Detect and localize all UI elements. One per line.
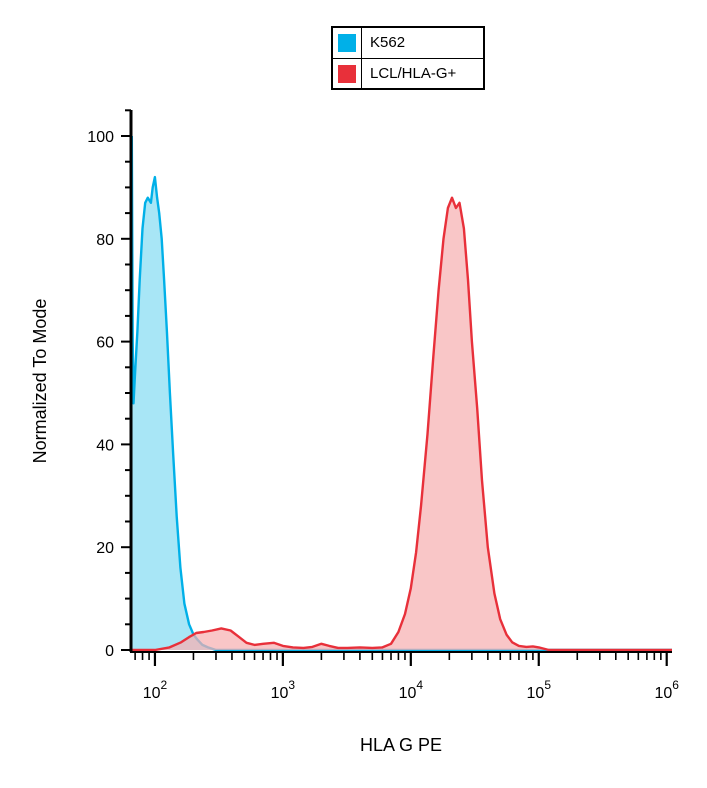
x-tick-label: 106 [654, 678, 679, 702]
area-fill-k562 [131, 136, 673, 650]
legend: K562 LCL/HLA-G+ [331, 26, 485, 90]
y-tick-label: 100 [87, 129, 114, 146]
legend-swatch-k562 [338, 34, 356, 52]
legend-swatch-lcl-hla-g [338, 65, 356, 83]
legend-label-lcl-hla-g: LCL/HLA-G+ [370, 65, 457, 82]
legend-divider [361, 28, 362, 58]
histogram-areas [130, 135, 673, 652]
x-tick-label: 103 [271, 678, 296, 702]
axes [129, 110, 672, 653]
area-fill-lcl-hla-g [131, 197, 673, 650]
y-tick-label: 0 [105, 643, 114, 660]
y-tick-label: 20 [96, 540, 114, 557]
x-tick-label: 105 [527, 678, 552, 702]
series-line-lcl-hla-g [131, 196, 672, 652]
y-tick-label: 60 [96, 335, 114, 352]
y-tick-label: 40 [96, 437, 114, 454]
y-axis-title: Normalized To Mode [30, 299, 50, 464]
legend-divider [361, 59, 362, 89]
y-tick-label: 80 [96, 232, 114, 249]
axis-ticks: 0 20 40 60 80 100 102 103 104 105 106 [87, 109, 679, 702]
legend-label-k562: K562 [370, 34, 406, 51]
series-line-k562 [130, 135, 672, 652]
x-tick-label: 102 [143, 678, 168, 702]
legend-item-k562: K562 [333, 28, 483, 59]
x-tick-label: 104 [399, 678, 424, 702]
x-axis-title: HLA G PE [360, 735, 442, 755]
legend-item-lcl-hla-g: LCL/HLA-G+ [333, 59, 483, 89]
